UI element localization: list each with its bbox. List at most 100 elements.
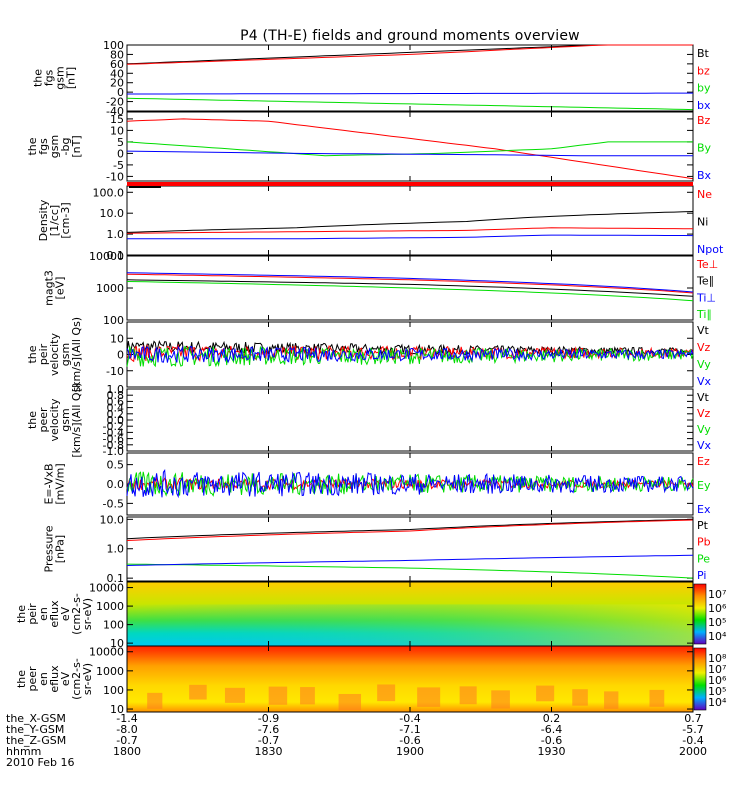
colorbar-tick: 10⁷ xyxy=(708,588,726,601)
y-tick-label: 10 xyxy=(110,332,124,345)
x-row-value: -0.6 xyxy=(541,734,562,747)
spectrogram-patch xyxy=(147,692,163,709)
colorbar-tick: 10⁴ xyxy=(708,630,727,643)
spectrogram-overlay xyxy=(127,604,693,646)
y-tick-label: 15 xyxy=(110,113,124,126)
y-tick-label: 0 xyxy=(117,147,124,160)
spectrogram-patch xyxy=(189,684,207,700)
y-tick-label: 0 xyxy=(117,86,124,99)
x-tick-label: 1930 xyxy=(538,745,566,758)
colorbar-tick: 10⁶ xyxy=(708,602,727,615)
y-tick-label: -10 xyxy=(106,170,124,183)
y-tick-label: -10 xyxy=(106,365,124,378)
y-axis-label: Density xyxy=(37,199,50,241)
legend-Vt: Vt xyxy=(697,391,710,404)
series-bz xyxy=(126,44,693,65)
y-axis-label: E=-VxB xyxy=(43,463,56,504)
y-tick-label: 0.0 xyxy=(107,414,125,427)
legend-by: by xyxy=(697,82,711,95)
legend-Ey: Ey xyxy=(697,479,711,492)
series-Npot xyxy=(127,234,694,240)
y-axis-label: gsm xyxy=(54,66,67,89)
spectrogram-patch xyxy=(572,689,588,706)
legend-Ti⊥: Ti⊥ xyxy=(696,291,716,304)
y-tick-label: 1000 xyxy=(96,282,124,295)
y-axis-label: peer xyxy=(26,666,39,692)
y-tick-label: 1000 xyxy=(96,665,124,678)
y-tick-label: 1.0 xyxy=(107,543,125,556)
y-tick-label: 10.0 xyxy=(100,513,125,526)
x-row-value: 0.7 xyxy=(684,712,702,725)
legend-bx: bx xyxy=(697,99,711,112)
legend-Vt: Vt xyxy=(697,324,710,337)
series-Te⊥ xyxy=(126,273,694,294)
x-row-value: -0.6 xyxy=(399,734,420,747)
spectrogram-patch xyxy=(604,691,619,709)
y-axis-label: the xyxy=(26,137,39,155)
y-tick-label: 0.1 xyxy=(107,249,125,262)
x-tick-label: 1900 xyxy=(396,745,424,758)
x-row-label: the_X-GSM xyxy=(6,712,66,725)
y-axis-label: velocity xyxy=(48,333,61,376)
y-axis-label: -bg xyxy=(59,138,72,156)
mode-bar-marker xyxy=(129,186,161,188)
x-row-label: the_Z-GSM xyxy=(6,734,66,747)
legend-Te∥: Te∥ xyxy=(696,275,714,288)
spectrogram-patch xyxy=(300,687,315,705)
x-row-label: 2010 Feb 16 xyxy=(6,756,74,769)
y-tick-label: 0.4 xyxy=(107,402,125,415)
y-tick-label: 10 xyxy=(110,637,124,650)
y-axis-label: (cm2-s- xyxy=(70,593,83,635)
series-by xyxy=(126,97,694,111)
legend-By: By xyxy=(697,142,712,155)
y-tick-label: 1.0 xyxy=(107,228,125,241)
series-Vt xyxy=(126,340,694,356)
y-tick-label: 0.2 xyxy=(107,408,125,421)
legend-Vz: Vz xyxy=(697,341,711,354)
legend-Pb: Pb xyxy=(697,536,711,549)
y-tick-label: -0.6 xyxy=(103,433,124,446)
y-tick-label: 10000 xyxy=(89,250,124,263)
series-Pi xyxy=(126,554,694,566)
x-row-value: -5.7 xyxy=(682,723,703,736)
colorbar-tick: 10⁷ xyxy=(708,663,726,676)
y-axis-label: en xyxy=(37,607,50,621)
y-tick-label: 1.0 xyxy=(107,383,125,396)
legend-Bt: Bt xyxy=(697,47,710,60)
y-axis-label: eflux xyxy=(48,600,61,628)
colorbar-tick: 10⁴ xyxy=(708,696,727,709)
x-row-value: -0.4 xyxy=(682,734,703,747)
y-axis-label: velocity xyxy=(48,398,61,441)
legend-Pe: Pe xyxy=(697,552,710,565)
series-Ni xyxy=(126,211,694,233)
y-tick-label: 100 xyxy=(103,684,124,697)
series-Ne xyxy=(126,227,694,234)
panel-frame xyxy=(126,185,694,256)
legend-Pt: Pt xyxy=(697,519,709,532)
x-tick-label: 2000 xyxy=(679,745,707,758)
colorbar-tick: 10⁸ xyxy=(708,652,727,665)
y-axis-label: [km/s](All Qs) xyxy=(70,382,83,457)
y-axis-label: Pressure xyxy=(43,525,56,572)
panel-frame xyxy=(126,388,694,452)
series-Pb xyxy=(126,519,694,541)
panel-frame xyxy=(126,516,694,582)
colorbar xyxy=(693,583,707,645)
x-row-label: hhmm xyxy=(6,745,41,758)
spectrogram-patch xyxy=(268,686,288,705)
y-tick-label: 60 xyxy=(110,58,124,71)
y-tick-label: 100 xyxy=(103,314,124,327)
y-axis-label: fgs xyxy=(37,138,50,155)
x-row-value: -0.4 xyxy=(399,712,420,725)
y-axis-label: [1/cc] xyxy=(48,205,61,236)
x-row-label: the_Y-GSM xyxy=(6,723,64,736)
y-tick-label: -5 xyxy=(113,159,124,172)
x-tick-label: 1800 xyxy=(113,745,141,758)
y-tick-label: 0 xyxy=(117,349,124,362)
series-Ti⊥ xyxy=(126,272,694,293)
y-axis-label: (cm2-s- xyxy=(70,658,83,700)
legend-Bz: Bz xyxy=(697,114,711,127)
y-axis-label: [nT] xyxy=(65,67,78,89)
legend-Ez: Ez xyxy=(697,455,710,468)
legend-Ne: Ne xyxy=(697,188,712,201)
